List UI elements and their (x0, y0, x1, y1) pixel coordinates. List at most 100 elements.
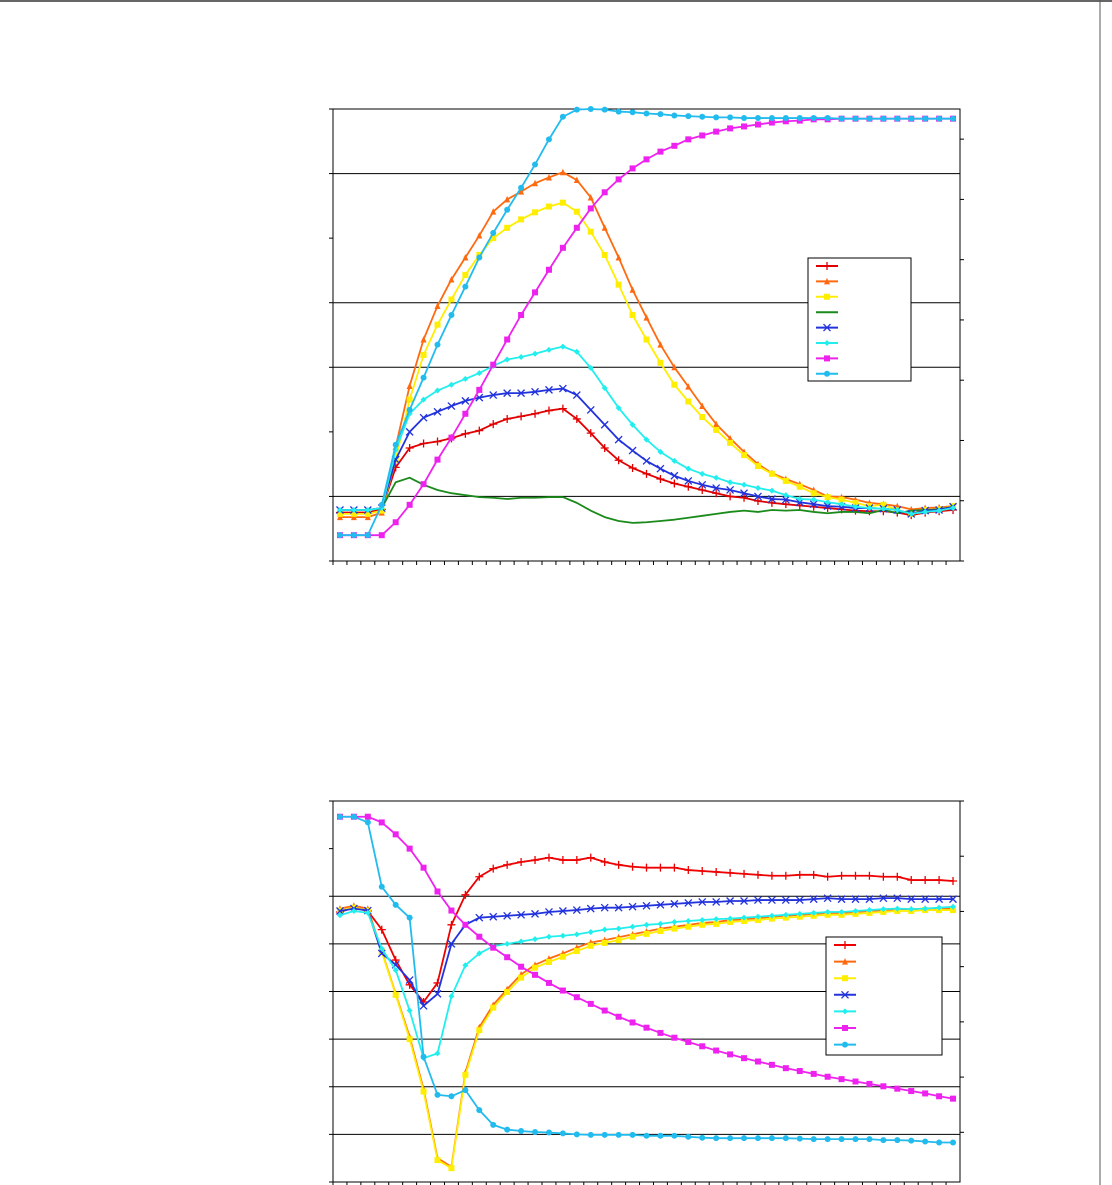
marker (670, 863, 679, 872)
marker (684, 476, 693, 485)
marker (517, 389, 526, 398)
marker (809, 500, 818, 509)
legend-marker (842, 1008, 848, 1015)
marker (476, 950, 483, 957)
marker (448, 1093, 455, 1100)
marker (643, 930, 650, 937)
marker (880, 501, 887, 508)
marker (741, 914, 748, 921)
marker (559, 168, 566, 176)
marker (824, 1073, 831, 1080)
marker (462, 283, 469, 290)
marker (657, 448, 664, 455)
marker (614, 860, 623, 869)
marker (558, 856, 567, 865)
marker (573, 224, 580, 231)
marker (768, 470, 775, 477)
marker (727, 479, 734, 486)
marker (921, 876, 930, 885)
marker (378, 501, 385, 508)
marker (419, 413, 428, 422)
marker (364, 532, 371, 539)
marker (476, 254, 483, 261)
marker (671, 918, 678, 925)
marker (489, 912, 498, 921)
marker (796, 483, 803, 490)
marker (642, 456, 651, 465)
marker (726, 492, 735, 501)
marker (517, 857, 526, 866)
marker (699, 113, 706, 120)
marker (545, 1129, 552, 1136)
marker (852, 1136, 859, 1143)
marker (838, 501, 845, 508)
marker (489, 391, 498, 400)
marker (545, 385, 553, 394)
marker (935, 895, 944, 904)
marker (531, 409, 540, 418)
marker (629, 421, 636, 428)
legend (807, 257, 912, 382)
marker (559, 932, 566, 939)
marker (504, 336, 511, 343)
marker (559, 343, 566, 350)
marker (336, 912, 343, 919)
marker (699, 1043, 706, 1050)
marker (406, 1036, 413, 1043)
chart (329, 800, 964, 1185)
plot-border (332, 108, 961, 562)
marker (462, 1071, 469, 1078)
marker (866, 115, 873, 122)
marker (601, 1007, 608, 1014)
marker (628, 446, 637, 455)
legend-box (807, 257, 912, 382)
marker (614, 903, 623, 912)
marker (852, 908, 859, 915)
marker (795, 896, 804, 905)
marker (504, 1126, 511, 1133)
legend (825, 936, 943, 1056)
marker (767, 896, 776, 905)
marker (837, 895, 846, 904)
marker (643, 436, 650, 443)
marker (420, 1088, 427, 1095)
marker (559, 987, 566, 994)
marker (531, 909, 539, 918)
marker (880, 115, 887, 122)
marker (796, 115, 803, 122)
marker (434, 1091, 441, 1098)
marker (685, 136, 692, 143)
marker (643, 156, 650, 163)
legend-marker (824, 293, 830, 300)
marker (768, 115, 775, 122)
marker (364, 909, 371, 916)
marker (544, 406, 553, 415)
marker (629, 1019, 636, 1026)
marker (824, 908, 831, 915)
marker (573, 994, 580, 1001)
marker (504, 356, 511, 363)
marker (573, 106, 580, 113)
marker (601, 939, 608, 946)
marker (837, 871, 846, 880)
marker (392, 967, 399, 974)
marker (657, 148, 664, 155)
marker (713, 1135, 720, 1142)
marker (518, 216, 525, 223)
marker (489, 864, 498, 873)
legend-marker (823, 323, 831, 332)
marker (364, 819, 371, 826)
marker (684, 866, 693, 875)
marker (545, 203, 552, 210)
marker (880, 1083, 887, 1090)
marker (448, 381, 455, 388)
marker (518, 184, 525, 191)
marker (532, 936, 539, 943)
legend-marker (824, 277, 830, 285)
marker (490, 208, 497, 215)
marker (628, 862, 637, 871)
marker (462, 271, 469, 278)
marker (434, 1157, 441, 1164)
marker (712, 489, 721, 498)
legend-marker (824, 355, 830, 362)
